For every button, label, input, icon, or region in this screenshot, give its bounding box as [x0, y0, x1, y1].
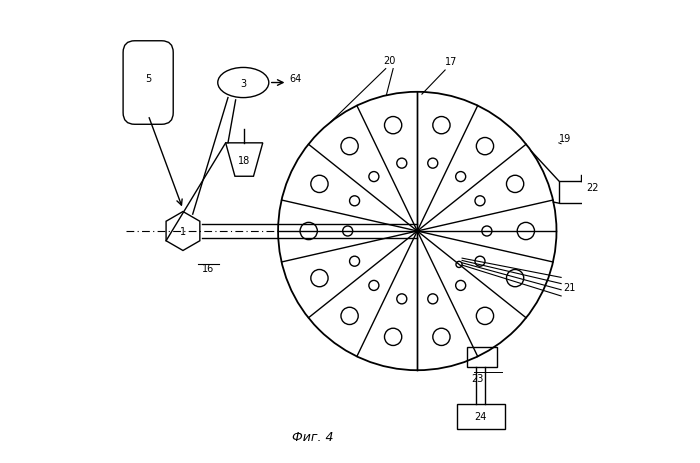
Text: 23: 23: [472, 373, 484, 383]
Text: 3: 3: [240, 78, 246, 88]
Text: 21: 21: [564, 282, 576, 292]
Text: 1: 1: [180, 226, 186, 237]
Text: 24: 24: [475, 412, 486, 421]
Text: Фиг. 4: Фиг. 4: [292, 430, 334, 443]
Text: 5: 5: [145, 74, 151, 84]
Text: 18: 18: [238, 155, 251, 165]
Text: 64: 64: [290, 74, 302, 84]
Text: 17: 17: [445, 57, 458, 67]
Text: 16: 16: [202, 264, 215, 274]
Text: 22: 22: [587, 183, 599, 193]
Text: 20: 20: [384, 56, 395, 66]
Text: 19: 19: [559, 133, 571, 144]
